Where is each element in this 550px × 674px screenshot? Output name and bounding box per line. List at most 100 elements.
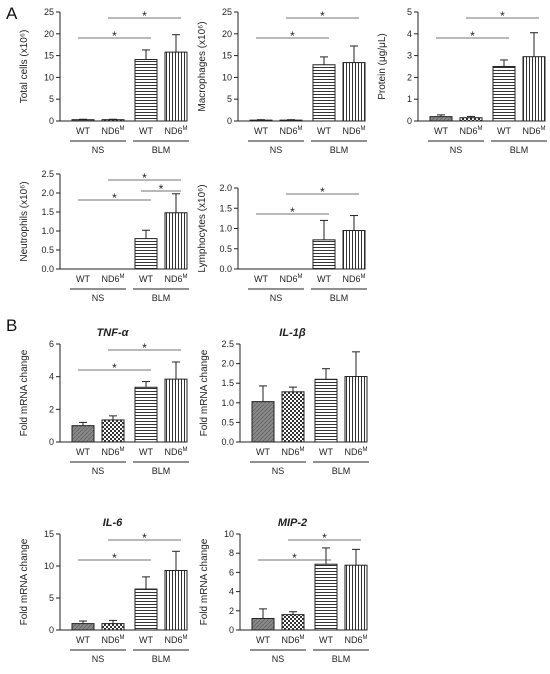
- bar: [249, 119, 273, 122]
- y-axis-label: Lymphocytes (x10⁶): [197, 184, 208, 272]
- y-tick-label: 3: [407, 51, 412, 61]
- bar: [101, 119, 125, 122]
- y-tick-label: 8: [229, 548, 234, 558]
- group-label-ns: NS: [270, 145, 283, 155]
- bar: [314, 378, 338, 443]
- bar: [314, 563, 338, 631]
- group-label-ns: NS: [92, 654, 105, 664]
- x-category-label: WT: [256, 447, 270, 457]
- y-tick-label: 0.5: [221, 417, 234, 427]
- bar: [134, 588, 158, 631]
- significance-asterisk: *: [112, 29, 117, 43]
- significance-asterisk: *: [142, 9, 147, 23]
- x-category-label: ND6M: [344, 635, 367, 645]
- significance-asterisk: *: [470, 29, 475, 43]
- bar: [492, 66, 516, 122]
- superscript-m: M: [120, 447, 125, 453]
- bar: [71, 425, 95, 443]
- superscript-m: M: [361, 274, 366, 280]
- significance-asterisk: *: [112, 361, 117, 375]
- x-category-label: ND6M: [164, 126, 187, 136]
- x-category-label: WT: [254, 126, 268, 136]
- y-tick-label: 0: [49, 625, 54, 635]
- bar: [429, 116, 453, 122]
- y-tick-label: 2.5: [221, 339, 234, 349]
- x-category-label: ND6M: [164, 274, 187, 284]
- group-label-ns: NS: [92, 145, 105, 155]
- y-axis-label: Macrophages (x10⁶): [197, 21, 208, 111]
- chart-title: IL-1β: [279, 327, 306, 339]
- y-tick-label: 2.0: [219, 183, 232, 193]
- y-tick-label: 15: [44, 51, 54, 61]
- y-tick-label: 10: [224, 529, 234, 539]
- group-label-ns: NS: [92, 466, 105, 476]
- group-label-blm: BLM: [152, 466, 171, 476]
- bar: [134, 238, 158, 270]
- superscript-m: M: [183, 635, 188, 641]
- superscript-m: M: [183, 447, 188, 453]
- group-label-ns: NS: [272, 654, 285, 664]
- chart-title: IL-6: [103, 517, 123, 529]
- group-label-ns: NS: [270, 293, 283, 303]
- x-category-label: WT: [139, 126, 153, 136]
- x-category-label: WT: [76, 635, 90, 645]
- x-category-label: ND6M: [279, 274, 302, 284]
- group-label-ns: NS: [272, 466, 285, 476]
- significance-asterisk: *: [290, 205, 295, 219]
- y-tick-label: 15: [44, 529, 54, 539]
- y-tick-label: 0.0: [221, 437, 234, 447]
- x-category-label: ND6M: [101, 447, 124, 457]
- superscript-m: M: [361, 126, 366, 132]
- bar: [281, 614, 305, 631]
- x-category-label: WT: [76, 126, 90, 136]
- x-category-label: ND6M: [344, 447, 367, 457]
- bar: [101, 419, 125, 443]
- bar: [459, 117, 483, 122]
- superscript-m: M: [300, 447, 305, 453]
- y-tick-label: 1.0: [41, 226, 54, 236]
- superscript-m: M: [298, 126, 303, 132]
- y-axis-label: Fold mRNA change: [19, 538, 30, 625]
- x-category-label: WT: [139, 635, 153, 645]
- y-tick-label: 20: [44, 29, 54, 39]
- bar: [344, 376, 368, 443]
- superscript-m: M: [120, 635, 125, 641]
- bar: [164, 569, 188, 631]
- x-category-label: WT: [434, 126, 448, 136]
- y-tick-label: 0: [49, 116, 54, 126]
- chart-title: TNF-α: [97, 327, 130, 339]
- x-category-label: ND6M: [164, 635, 187, 645]
- bar: [281, 391, 305, 443]
- group-label-blm: BLM: [330, 145, 349, 155]
- y-tick-label: 0.5: [219, 244, 232, 254]
- bar: [164, 51, 188, 122]
- group-label-ns: NS: [92, 293, 105, 303]
- bar: [344, 564, 368, 631]
- x-category-label: WT: [317, 274, 331, 284]
- bar: [164, 378, 188, 443]
- bar: [71, 119, 95, 122]
- y-axis-label: Fold mRNA change: [199, 349, 210, 436]
- panel-label-b: B: [6, 316, 18, 335]
- x-category-label: WT: [497, 126, 511, 136]
- y-tick-label: 0.0: [41, 264, 54, 274]
- y-tick-label: 5: [407, 7, 412, 17]
- bar: [312, 239, 336, 270]
- y-tick-label: 0.0: [219, 264, 232, 274]
- significance-asterisk: *: [292, 551, 297, 565]
- superscript-m: M: [120, 126, 125, 132]
- y-tick-label: 1.0: [219, 224, 232, 234]
- significance-asterisk: *: [320, 9, 325, 23]
- x-category-label: ND6M: [101, 635, 124, 645]
- x-category-label: ND6M: [281, 447, 304, 457]
- superscript-m: M: [363, 635, 368, 641]
- y-tick-label: 2: [229, 606, 234, 616]
- significance-asterisk: *: [142, 531, 147, 545]
- chart-title: MIP-2: [278, 517, 307, 529]
- x-category-label: WT: [76, 274, 90, 284]
- y-tick-label: 1.5: [219, 203, 232, 213]
- significance-asterisk: *: [142, 171, 147, 185]
- group-label-blm: BLM: [152, 293, 171, 303]
- bar: [342, 62, 366, 122]
- x-category-label: WT: [76, 447, 90, 457]
